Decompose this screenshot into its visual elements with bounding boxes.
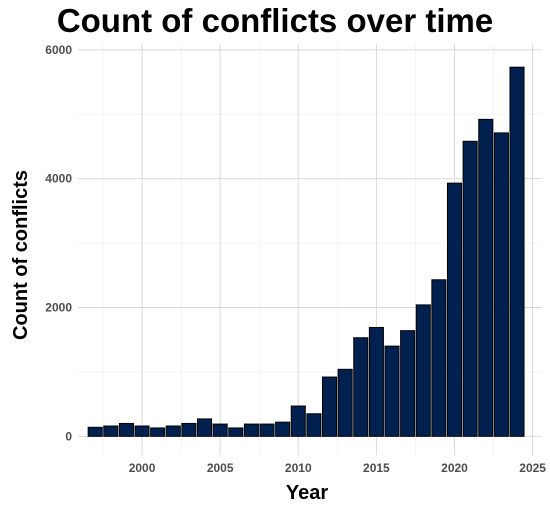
bar-2017 bbox=[400, 330, 416, 437]
chart-title: Count of conflicts over time bbox=[56, 2, 494, 39]
bar-2002 bbox=[165, 425, 181, 437]
bars bbox=[87, 66, 525, 437]
bar-2007 bbox=[243, 423, 259, 437]
x-tick-label: 2015 bbox=[363, 461, 390, 475]
bar-2013 bbox=[337, 368, 353, 437]
y-tick-label: 2000 bbox=[45, 300, 72, 314]
y-axis-title: Count of conflicts bbox=[10, 170, 32, 340]
bar-2011 bbox=[306, 413, 322, 437]
y-tick-label: 6000 bbox=[45, 43, 72, 57]
bar-2003 bbox=[181, 422, 197, 437]
bar-1999 bbox=[118, 422, 134, 437]
bar-1997 bbox=[87, 426, 103, 437]
x-tick-label: 2025 bbox=[519, 461, 546, 475]
bar-2019 bbox=[431, 279, 447, 437]
bar-2009 bbox=[275, 421, 291, 437]
y-tick-label: 4000 bbox=[45, 172, 72, 186]
x-tick-label: 2010 bbox=[285, 461, 312, 475]
bar-2000 bbox=[134, 425, 150, 437]
bar-2020 bbox=[446, 182, 463, 437]
bar-2004 bbox=[197, 418, 213, 437]
bar-2018 bbox=[415, 304, 431, 437]
x-tick-label: 2020 bbox=[441, 461, 468, 475]
bar-2001 bbox=[150, 427, 166, 437]
bar-2014 bbox=[353, 337, 369, 437]
bar-2021 bbox=[462, 140, 478, 437]
bar-2016 bbox=[384, 345, 400, 437]
x-axis-ticks: 2000 2005 2010 2015 2020 2025 bbox=[129, 461, 547, 475]
y-tick-label: 0 bbox=[65, 429, 72, 443]
bar-2022 bbox=[478, 118, 494, 437]
bar-1998 bbox=[103, 425, 119, 437]
bar-2008 bbox=[259, 423, 275, 437]
x-tick-label: 2005 bbox=[207, 461, 234, 475]
y-axis-ticks: 0 2000 4000 6000 bbox=[45, 43, 72, 444]
x-axis-title: Year bbox=[286, 482, 328, 504]
x-tick-label: 2000 bbox=[129, 461, 156, 475]
bar-2015 bbox=[368, 326, 384, 437]
bar-2012 bbox=[321, 376, 338, 437]
bar-2024 bbox=[509, 66, 525, 437]
bar-2010 bbox=[290, 405, 306, 437]
bar-2006 bbox=[228, 427, 244, 437]
bar-2023 bbox=[493, 132, 509, 437]
bar-2005 bbox=[212, 423, 228, 437]
